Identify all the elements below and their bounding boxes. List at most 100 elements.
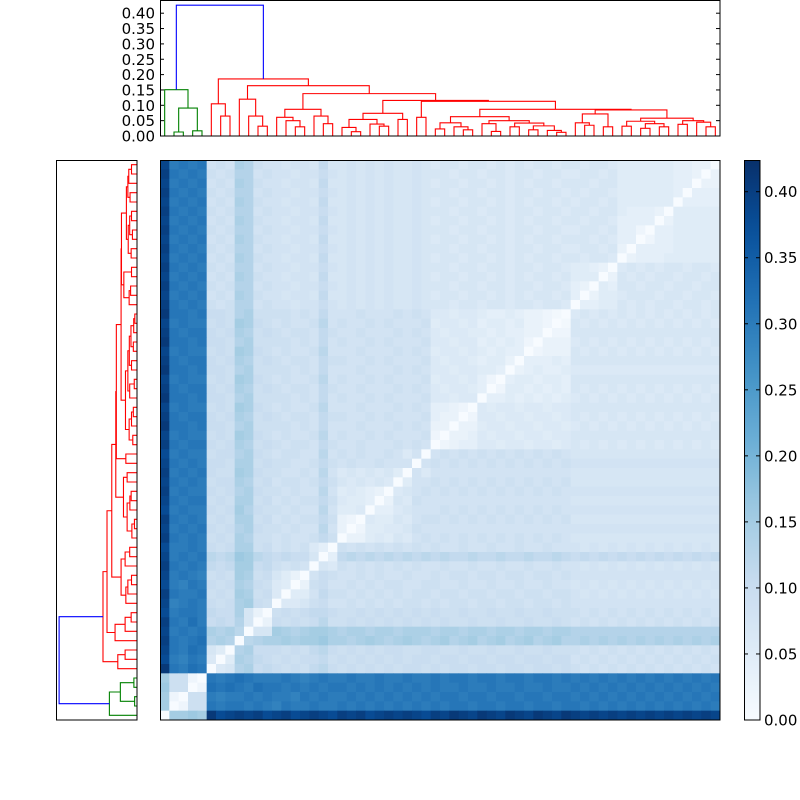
heatmap-cell (710, 645, 721, 656)
heatmap-cell (486, 449, 497, 460)
heatmap-cell (318, 514, 329, 525)
heatmap-cell (486, 664, 497, 674)
heatmap-cell (188, 197, 198, 208)
heatmap-cell (514, 468, 525, 478)
heatmap-cell (524, 580, 534, 590)
heatmap-cell (626, 636, 637, 646)
heatmap-cell (421, 458, 432, 469)
heatmap-cell (412, 486, 422, 497)
heatmap-cell (337, 300, 348, 310)
heatmap-cell (654, 570, 665, 581)
heatmap-cell (617, 468, 628, 478)
heatmap-cell (496, 496, 506, 506)
heatmap-cell (365, 533, 376, 544)
heatmap-cell (477, 244, 488, 254)
heatmap-cell (328, 365, 338, 376)
heatmap-cell (393, 514, 404, 525)
heatmap-cell (552, 598, 562, 609)
heatmap-cell (253, 272, 264, 282)
heatmap-cell (290, 458, 301, 469)
heatmap-cell (318, 421, 329, 432)
heatmap-cell (654, 654, 665, 665)
heatmap-cell (402, 589, 413, 600)
heatmap-cell (206, 533, 217, 544)
heatmap-cell (608, 178, 618, 189)
heatmap-cell (197, 505, 208, 516)
heatmap-cell (598, 542, 609, 553)
heatmap-cell (514, 477, 525, 488)
heatmap-cell (160, 169, 170, 180)
heatmap-cell (449, 701, 460, 712)
heatmap-cell (188, 206, 198, 217)
heatmap-cell (244, 682, 254, 693)
heatmap-cell (206, 589, 217, 600)
heatmap-cell (692, 346, 702, 357)
heatmap-cell (346, 692, 357, 702)
heatmap-cell (692, 617, 702, 628)
heatmap-cell (262, 309, 273, 320)
heatmap-cell (589, 356, 600, 366)
heatmap-cell (486, 561, 497, 572)
heatmap-cell (337, 626, 348, 637)
heatmap-cell (234, 645, 245, 656)
heatmap-cell (216, 384, 226, 394)
heatmap-cell (384, 626, 394, 637)
heatmap-cell (365, 290, 376, 301)
heatmap-cell (318, 244, 329, 254)
heatmap-cell (356, 682, 366, 693)
heatmap-cell (169, 309, 180, 320)
heatmap-cell (178, 188, 189, 198)
heatmap-cell (458, 197, 469, 208)
heatmap-cell (561, 290, 572, 301)
heatmap-cell (645, 272, 656, 282)
heatmap-cell (393, 486, 404, 497)
heatmap-cell (570, 356, 581, 366)
heatmap-cell (440, 654, 450, 665)
heatmap-cell (496, 337, 506, 348)
heatmap-cell (664, 421, 674, 432)
heatmap-cell (300, 449, 310, 460)
heatmap-cell (533, 664, 544, 674)
heatmap-cell (356, 309, 366, 320)
heatmap-cell (328, 412, 338, 422)
left-dendrogram-frame (56, 160, 138, 721)
heatmap-cell (692, 458, 702, 469)
heatmap-cell (197, 654, 208, 665)
heatmap-cell (178, 617, 189, 628)
heatmap-cell (645, 430, 656, 441)
heatmap-cell (421, 393, 432, 404)
heatmap-cell (682, 682, 693, 693)
heatmap-cell (617, 514, 628, 525)
heatmap-cell (710, 365, 721, 376)
heatmap-cell (290, 309, 301, 320)
heatmap-cell (533, 272, 544, 282)
heatmap-cell (225, 160, 236, 170)
heatmap-cell (178, 197, 189, 208)
heatmap-cell (272, 318, 282, 329)
heatmap-cell (430, 533, 441, 544)
heatmap-cell (626, 244, 637, 254)
heatmap-cell (300, 356, 310, 366)
heatmap-cell (197, 440, 208, 450)
heatmap-cell (486, 384, 497, 394)
heatmap-cell (318, 468, 329, 478)
heatmap-cell (216, 440, 226, 450)
heatmap-cell (309, 701, 320, 712)
heatmap-cell (673, 188, 684, 198)
heatmap-cell (552, 262, 562, 273)
heatmap-cell (561, 188, 572, 198)
heatmap-cell (589, 552, 600, 562)
heatmap-cell (617, 561, 628, 572)
heatmap-cell (477, 272, 488, 282)
heatmap-cell (384, 374, 394, 385)
heatmap-cell (645, 244, 656, 254)
heatmap-cell (384, 636, 394, 646)
heatmap-cell (178, 374, 189, 385)
heatmap-cell (552, 524, 562, 534)
heatmap-cell (701, 682, 712, 693)
heatmap-cell (328, 505, 338, 516)
heatmap-cell (701, 440, 712, 450)
heatmap-cell (477, 234, 488, 245)
heatmap-cell (402, 477, 413, 488)
heatmap-cell (645, 608, 656, 618)
